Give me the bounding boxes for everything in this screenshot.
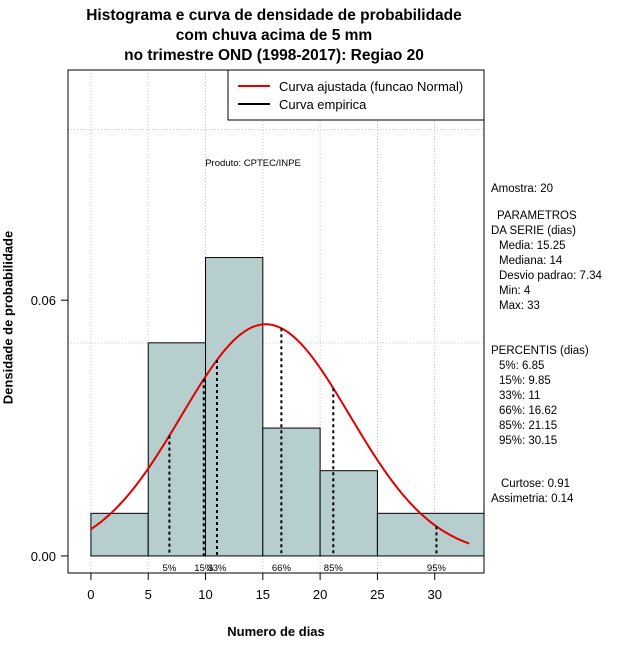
histogram-bars [90,257,485,557]
legend-box [227,69,485,121]
legend: Curva ajustada (funcao Normal) Curva emp… [227,69,485,121]
percentile-label-0: 5% [163,563,177,574]
y-axis-label: Densidade de probabilidade [0,230,16,405]
product-credit: Produto: CPTEC/INPE [205,158,301,169]
x-tick-label: 20 [313,587,327,602]
x-tick-label: 10 [198,587,212,602]
param-max: Max: 33 [499,300,540,312]
param-media: Media: 15.25 [499,240,566,252]
x-tick-label: 30 [427,587,441,602]
param-mediana: Mediana: 14 [499,255,563,267]
percentil-33: 33%: 11 [499,390,541,402]
percentile-label-5: 95% [427,563,447,574]
percentis-title: PERCENTIS (dias) [491,345,589,357]
x-axis-label: Numero de dias [227,624,325,639]
y-tick-label: 0.06 [31,293,56,308]
x-tick-label: 15 [256,587,270,602]
percentile-markers: 5% 15%33% 66% 85% 95% [163,328,447,574]
percentile-label-1: 15% [194,563,214,574]
y-tick-label: 0.00 [31,549,56,564]
chart-title-line-1: Histograma e curva de densidade de proba… [86,7,462,24]
params-title-1: PARAMETROS [497,210,577,222]
fitted-curve [90,323,470,545]
histogram-bar-5 [376,512,485,557]
legend-label-empirical: Curva empirica [279,97,367,112]
percentil-85: 85%: 21.15 [499,420,558,432]
x-tick-label: 5 [145,587,152,602]
histogram-bar-4 [319,470,378,557]
chart-title: Histograma e curva de densidade de proba… [0,6,548,66]
percentil-95: 95%: 30.15 [499,435,558,447]
param-desvio: Desvio padrao: 7.34 [499,270,602,282]
stat-curtose: Curtose: 0.91 [501,478,571,490]
chart-title-line-3: no trimestre OND (1998-2017): Regiao 20 [124,47,424,64]
axes: 0 5 10 15 20 25 30 0.00 0.06 [31,293,442,602]
percentile-label-4: 85% [324,563,344,574]
stat-assimetria: Assimetria: 0.14 [491,493,574,505]
stats-panel: Amostra: 20 PARAMETROS DA SERIE (dias) M… [491,182,636,507]
percentile-label-2: 33% [207,563,227,574]
histogram-bar-3 [262,427,321,557]
chart-title-line-2: com chuva acima de 5 mm [175,27,373,44]
histogram-bar-1 [147,342,207,557]
histogram-bar-2 [205,257,264,557]
param-min: Min: 4 [499,285,531,297]
legend-label-fitted: Curva ajustada (funcao Normal) [279,79,463,94]
histogram-bar-0 [90,512,149,557]
percentile-label-3: 66% [272,563,292,574]
x-tick-label: 0 [87,587,94,602]
percentil-66: 66%: 16.62 [499,405,558,417]
grid [68,70,484,573]
x-tick-label: 25 [370,587,384,602]
fitted-normal-curve [90,323,470,545]
percentil-15: 15%: 9.85 [499,375,551,387]
stat-amostra: Amostra: 20 [491,183,553,195]
params-title-2: DA SERIE (dias) [491,225,576,237]
percentil-5: 5%: 6.85 [499,360,545,372]
